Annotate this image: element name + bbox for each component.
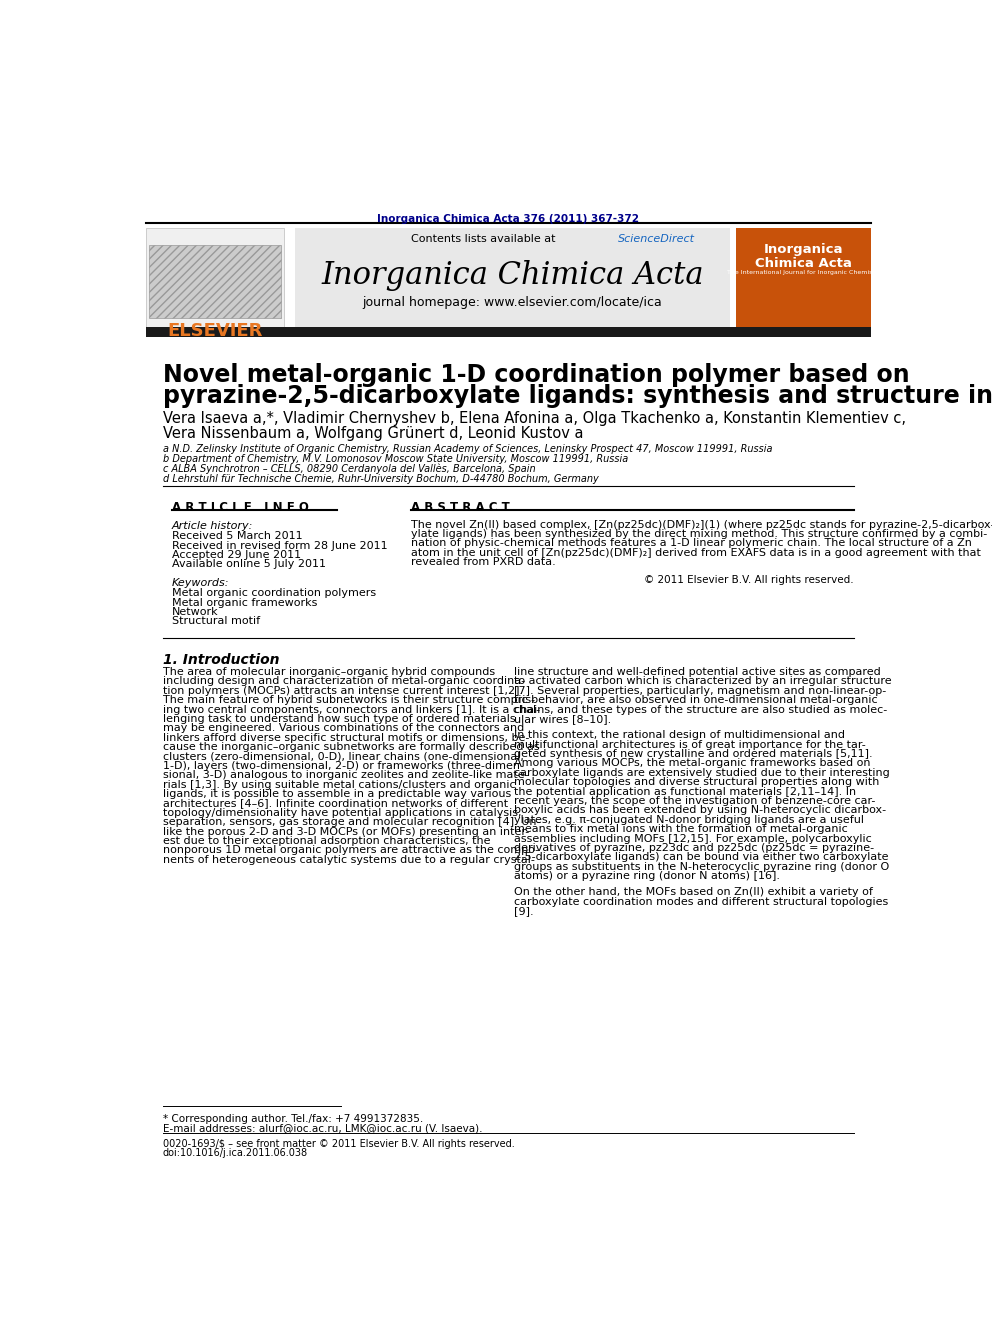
Text: b Department of Chemistry, M.V. Lomonosov Moscow State University, Moscow 119991: b Department of Chemistry, M.V. Lomonoso… (163, 454, 628, 463)
Text: © 2011 Elsevier B.V. All rights reserved.: © 2011 Elsevier B.V. All rights reserved… (645, 574, 854, 585)
Text: atoms) or a pyrazine ring (donor N atoms) [16].: atoms) or a pyrazine ring (donor N atoms… (514, 871, 780, 881)
Text: atom in the unit cell of [Zn(pz25dc)(DMF)₂] derived from EXAFS data is in a good: atom in the unit cell of [Zn(pz25dc)(DMF… (411, 548, 981, 557)
Text: Network: Network (172, 607, 218, 617)
Text: ular wires [8–10].: ular wires [8–10]. (514, 714, 611, 724)
Text: 0020-1693/$ – see front matter © 2011 Elsevier B.V. All rights reserved.: 0020-1693/$ – see front matter © 2011 El… (163, 1139, 515, 1148)
Text: The main feature of hybrid subnetworks is their structure compris-: The main feature of hybrid subnetworks i… (163, 695, 535, 705)
Text: derivatives of pyrazine, pz23dc and pz25dc (pz25dc = pyrazine-: derivatives of pyrazine, pz23dc and pz25… (514, 843, 874, 853)
Text: est due to their exceptional adsorption characteristics, the: est due to their exceptional adsorption … (163, 836, 490, 845)
Text: journal homepage: www.elsevier.com/locate/ica: journal homepage: www.elsevier.com/locat… (362, 296, 662, 308)
Text: architectures [4–6]. Infinite coordination networks of different: architectures [4–6]. Infinite coordinati… (163, 799, 508, 808)
Text: linkers afford diverse specific structural motifs or dimensions, be-: linkers afford diverse specific structur… (163, 733, 529, 742)
Text: 2,5-dicarboxylate ligands) can be bound via either two carboxylate: 2,5-dicarboxylate ligands) can be bound … (514, 852, 888, 863)
Text: separation, sensors, gas storage and molecular recognition [4]. Un-: separation, sensors, gas storage and mol… (163, 818, 541, 827)
Bar (149, 245, 281, 318)
Text: The novel Zn(II) based complex, [Zn(pz25dc)(DMF)₂](1) (where pz25dc stands for p: The novel Zn(II) based complex, [Zn(pz25… (411, 520, 992, 531)
Text: Available online 5 July 2011: Available online 5 July 2011 (172, 560, 326, 569)
Text: pyrazine-2,5-dicarboxylate ligands: synthesis and structure investigation: pyrazine-2,5-dicarboxylate ligands: synt… (163, 384, 992, 407)
Text: a N.D. Zelinsky Institute of Organic Chemistry, Russian Academy of Sciences, Len: a N.D. Zelinsky Institute of Organic Che… (163, 443, 772, 454)
Text: multifunctional architectures is of great importance for the tar-: multifunctional architectures is of grea… (514, 740, 866, 750)
Text: ylate ligands) has been synthesized by the direct mixing method. This structure : ylate ligands) has been synthesized by t… (411, 529, 987, 540)
Text: nonporous 1D metal organic polymers are attractive as the compo-: nonporous 1D metal organic polymers are … (163, 845, 539, 856)
Text: Inorganica
Chimica Acta: Inorganica Chimica Acta (755, 243, 852, 270)
Text: carboxylate ligands are extensively studied due to their interesting: carboxylate ligands are extensively stud… (514, 767, 890, 778)
Text: including design and characterization of metal-organic coordina-: including design and characterization of… (163, 676, 525, 687)
Text: Inorganica Chimica Acta 376 (2011) 367-372: Inorganica Chimica Acta 376 (2011) 367-3… (377, 214, 640, 224)
Text: to activated carbon which is characterized by an irregular structure: to activated carbon which is characteriz… (514, 676, 892, 687)
Text: may be engineered. Various combinations of the connectors and: may be engineered. Various combinations … (163, 724, 524, 733)
Text: 1-D), layers (two-dimensional, 2-D) or frameworks (three-dimen-: 1-D), layers (two-dimensional, 2-D) or f… (163, 761, 524, 771)
Text: [7]. Several properties, particularly, magnetism and non-linear-op-: [7]. Several properties, particularly, m… (514, 685, 886, 696)
Text: Received in revised form 28 June 2011: Received in revised form 28 June 2011 (172, 541, 388, 550)
Text: Accepted 29 June 2011: Accepted 29 June 2011 (172, 550, 302, 560)
Text: chains, and these types of the structure are also studied as molec-: chains, and these types of the structure… (514, 705, 887, 714)
Text: [9].: [9]. (514, 906, 534, 917)
Text: nents of heterogeneous catalytic systems due to a regular crystal-: nents of heterogeneous catalytic systems… (163, 855, 535, 865)
Text: Vera Isaeva a,*, Vladimir Chernyshev b, Elena Afonina a, Olga Tkachenko a, Konst: Vera Isaeva a,*, Vladimir Chernyshev b, … (163, 411, 906, 426)
Text: Vera Nissenbaum a, Wolfgang Grünert d, Leonid Kustov a: Vera Nissenbaum a, Wolfgang Grünert d, L… (163, 426, 583, 441)
Text: clusters (zero-dimensional, 0-D), linear chains (one-dimensional,: clusters (zero-dimensional, 0-D), linear… (163, 751, 524, 762)
Text: tic behavior, are also observed in one-dimensional metal-organic: tic behavior, are also observed in one-d… (514, 695, 878, 705)
Text: In this context, the rational design of multidimensional and: In this context, the rational design of … (514, 730, 845, 741)
Text: sional, 3-D) analogous to inorganic zeolites and zeolite-like mate-: sional, 3-D) analogous to inorganic zeol… (163, 770, 529, 781)
Text: A B S T R A C T: A B S T R A C T (411, 500, 510, 513)
Text: boxylic acids has been extended by using N-heterocyclic dicarbox-: boxylic acids has been extended by using… (514, 806, 886, 815)
Text: Structural motif: Structural motif (172, 617, 260, 626)
Text: tion polymers (MOCPs) attracts an intense current interest [1,2].: tion polymers (MOCPs) attracts an intens… (163, 685, 523, 696)
Text: Received 5 March 2011: Received 5 March 2011 (172, 532, 303, 541)
Text: ScienceDirect: ScienceDirect (618, 234, 694, 245)
Text: recent years, the scope of the investigation of benzene-core car-: recent years, the scope of the investiga… (514, 796, 875, 806)
Text: the potential application as functional materials [2,11–14]. In: the potential application as functional … (514, 787, 856, 796)
Text: molecular topologies and diverse structural properties along with: molecular topologies and diverse structu… (514, 777, 879, 787)
Text: Among various MOCPs, the metal-organic frameworks based on: Among various MOCPs, the metal-organic f… (514, 758, 870, 769)
Text: The International Journal for Inorganic Chemistry: The International Journal for Inorganic … (726, 270, 881, 275)
Text: 1. Introduction: 1. Introduction (163, 654, 280, 667)
Text: line structure and well-defined potential active sites as compared: line structure and well-defined potentia… (514, 667, 881, 677)
Text: groups as substituents in the N-heterocyclic pyrazine ring (donor O: groups as substituents in the N-heterocy… (514, 861, 889, 872)
Text: E-mail addresses: alurf@ioc.ac.ru, LMK@ioc.ac.ru (V. Isaeva).: E-mail addresses: alurf@ioc.ac.ru, LMK@i… (163, 1123, 482, 1132)
Text: Contents lists available at: Contents lists available at (411, 234, 558, 245)
Text: revealed from PXRD data.: revealed from PXRD data. (411, 557, 556, 566)
Text: ELSEVIER: ELSEVIER (167, 321, 262, 340)
Text: topology/dimensionality have potential applications in catalysis,: topology/dimensionality have potential a… (163, 808, 521, 818)
Text: assemblies including MOFs [12,15]. For example, polycarboxylic: assemblies including MOFs [12,15]. For e… (514, 833, 872, 844)
Text: ligands, it is possible to assemble in a predictable way various: ligands, it is possible to assemble in a… (163, 789, 511, 799)
Text: doi:10.1016/j.ica.2011.06.038: doi:10.1016/j.ica.2011.06.038 (163, 1148, 308, 1158)
Text: Metal organic frameworks: Metal organic frameworks (172, 598, 317, 607)
Bar (146, 327, 871, 337)
Text: ylates, e.g. π-conjugated N-donor bridging ligands are a useful: ylates, e.g. π-conjugated N-donor bridgi… (514, 815, 864, 824)
Bar (295, 228, 730, 328)
Text: Inorganica Chimica Acta: Inorganica Chimica Acta (321, 261, 703, 291)
Text: A R T I C L E   I N F O: A R T I C L E I N F O (172, 500, 309, 513)
Text: nation of physic-chemical methods features a 1-D linear polymeric chain. The loc: nation of physic-chemical methods featur… (411, 538, 971, 548)
Text: * Corresponding author. Tel./fax: +7 4991372835.: * Corresponding author. Tel./fax: +7 499… (163, 1114, 423, 1123)
Text: rials [1,3]. By using suitable metal cations/clusters and organic: rials [1,3]. By using suitable metal cat… (163, 779, 516, 790)
Text: Keywords:: Keywords: (172, 578, 229, 589)
Text: means to fix metal ions with the formation of metal-organic: means to fix metal ions with the formati… (514, 824, 847, 835)
Text: Article history:: Article history: (172, 521, 253, 531)
Text: lenging task to understand how such type of ordered materials: lenging task to understand how such type… (163, 714, 516, 724)
Text: geted synthesis of new crystalline and ordered materials [5,11].: geted synthesis of new crystalline and o… (514, 749, 872, 759)
Text: like the porous 2-D and 3-D MOCPs (or MOFs) presenting an inter-: like the porous 2-D and 3-D MOCPs (or MO… (163, 827, 529, 836)
Text: The area of molecular inorganic–organic hybrid compounds: The area of molecular inorganic–organic … (163, 667, 495, 677)
Bar (146, 228, 284, 327)
Text: Novel metal-organic 1-D coordination polymer based on: Novel metal-organic 1-D coordination pol… (163, 363, 910, 386)
Text: ing two central components, connectors and linkers [1]. It is a chal-: ing two central components, connectors a… (163, 705, 540, 714)
Bar (736, 228, 871, 327)
Text: Metal organic coordination polymers: Metal organic coordination polymers (172, 589, 376, 598)
Text: c ALBA Synchrotron – CELLS, 08290 Cerdanyola del Vallès, Barcelona, Spain: c ALBA Synchrotron – CELLS, 08290 Cerdan… (163, 463, 536, 474)
Text: d Lehrstuhl für Technische Chemie, Ruhr-University Bochum, D-44780 Bochum, Germa: d Lehrstuhl für Technische Chemie, Ruhr-… (163, 474, 598, 484)
Text: carboxylate coordination modes and different structural topologies: carboxylate coordination modes and diffe… (514, 897, 888, 906)
Text: cause the inorganic–organic subnetworks are formally described as: cause the inorganic–organic subnetworks … (163, 742, 540, 751)
Text: On the other hand, the MOFs based on Zn(II) exhibit a variety of: On the other hand, the MOFs based on Zn(… (514, 888, 873, 897)
